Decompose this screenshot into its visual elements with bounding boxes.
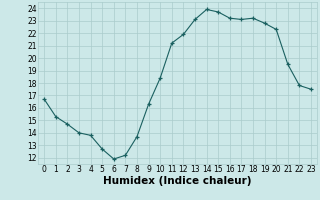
X-axis label: Humidex (Indice chaleur): Humidex (Indice chaleur) [103, 176, 252, 186]
